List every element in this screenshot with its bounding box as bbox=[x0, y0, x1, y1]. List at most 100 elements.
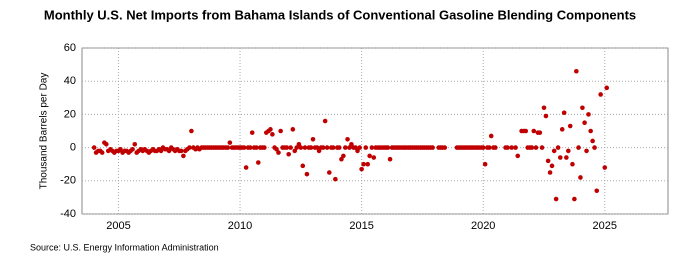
point bbox=[284, 145, 290, 150]
point bbox=[241, 145, 247, 150]
point bbox=[300, 163, 306, 169]
x-tick-label: 2015 bbox=[349, 220, 373, 232]
x-tick-label: 2005 bbox=[106, 220, 130, 232]
point bbox=[566, 148, 571, 154]
point bbox=[181, 153, 186, 159]
point bbox=[365, 161, 371, 167]
point bbox=[91, 145, 97, 150]
point bbox=[574, 68, 579, 74]
point bbox=[298, 145, 304, 150]
point bbox=[99, 150, 105, 155]
x-tick-label: 2020 bbox=[471, 220, 495, 232]
x-tick-label: 2025 bbox=[593, 220, 617, 232]
point bbox=[590, 138, 595, 144]
point bbox=[247, 145, 253, 150]
point bbox=[547, 170, 553, 175]
point bbox=[294, 145, 300, 150]
point bbox=[488, 133, 494, 139]
point bbox=[341, 153, 346, 159]
point bbox=[588, 128, 593, 134]
point bbox=[580, 105, 585, 111]
point bbox=[227, 140, 233, 145]
point bbox=[363, 145, 369, 150]
point bbox=[288, 145, 293, 150]
point bbox=[594, 188, 600, 194]
point bbox=[310, 137, 316, 142]
point bbox=[551, 148, 557, 154]
point bbox=[592, 145, 597, 150]
point bbox=[316, 148, 322, 154]
point bbox=[178, 148, 184, 154]
point bbox=[357, 145, 362, 150]
point bbox=[387, 156, 393, 162]
point bbox=[274, 146, 279, 152]
point bbox=[292, 148, 298, 154]
y-tick-label: -40 bbox=[60, 208, 76, 220]
point bbox=[320, 145, 326, 150]
point bbox=[564, 155, 569, 160]
point bbox=[602, 165, 608, 170]
point bbox=[545, 158, 551, 164]
point bbox=[333, 176, 338, 182]
point bbox=[268, 127, 273, 132]
point bbox=[254, 145, 259, 150]
point bbox=[570, 161, 575, 167]
point bbox=[430, 145, 435, 150]
point bbox=[361, 161, 366, 167]
point bbox=[578, 175, 583, 180]
point bbox=[555, 145, 561, 150]
point bbox=[531, 128, 537, 134]
point bbox=[296, 141, 302, 147]
point bbox=[347, 145, 352, 150]
point bbox=[493, 145, 498, 150]
point bbox=[322, 118, 328, 124]
point bbox=[189, 128, 194, 134]
point bbox=[543, 113, 549, 119]
point bbox=[304, 171, 310, 177]
point bbox=[359, 166, 364, 172]
y-tick-label: 0 bbox=[70, 142, 76, 154]
point bbox=[442, 145, 448, 150]
point bbox=[104, 141, 109, 147]
point bbox=[505, 145, 510, 150]
point bbox=[130, 146, 135, 152]
point bbox=[158, 148, 164, 154]
y-tick-label: 40 bbox=[64, 75, 76, 87]
y-axis-label: Thousand Barrels per Day bbox=[39, 73, 50, 190]
point bbox=[369, 145, 375, 150]
point bbox=[249, 130, 255, 135]
point bbox=[270, 132, 275, 137]
point bbox=[586, 112, 591, 117]
point bbox=[371, 155, 377, 160]
point bbox=[290, 127, 296, 132]
point bbox=[345, 137, 350, 142]
point bbox=[314, 145, 320, 150]
point bbox=[561, 110, 567, 116]
point bbox=[482, 161, 488, 167]
point bbox=[355, 148, 360, 154]
point bbox=[385, 145, 391, 150]
point bbox=[539, 145, 545, 150]
point bbox=[582, 120, 587, 125]
point bbox=[324, 145, 330, 150]
point bbox=[553, 196, 559, 202]
point bbox=[367, 153, 372, 159]
point bbox=[308, 145, 314, 150]
y-tick-label: 20 bbox=[64, 108, 76, 120]
point bbox=[255, 160, 261, 165]
point bbox=[567, 123, 573, 129]
source: Source: U.S. Energy Information Administ… bbox=[30, 242, 219, 252]
point bbox=[513, 145, 518, 150]
point bbox=[572, 196, 577, 202]
point bbox=[515, 153, 521, 159]
point bbox=[326, 170, 332, 175]
point bbox=[523, 128, 529, 134]
point bbox=[576, 145, 581, 150]
point bbox=[604, 85, 610, 91]
x-tick-label: 2010 bbox=[228, 220, 252, 232]
point bbox=[339, 156, 344, 162]
point bbox=[533, 145, 539, 150]
point bbox=[598, 92, 603, 97]
point bbox=[584, 148, 589, 154]
